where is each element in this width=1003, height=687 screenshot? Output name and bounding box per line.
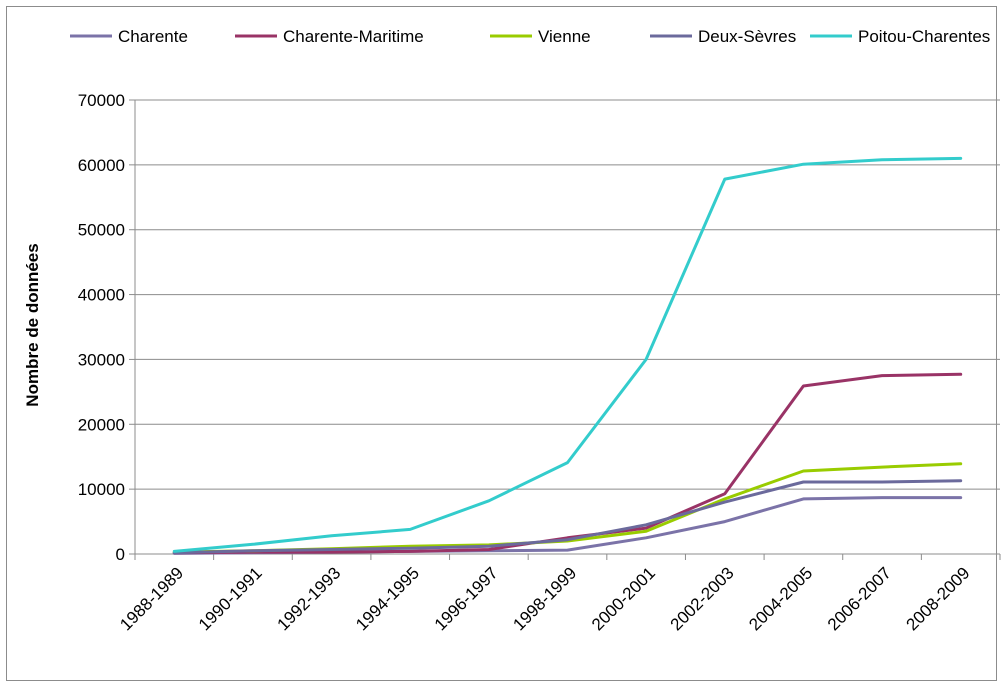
y-tick-label: 0 — [116, 545, 125, 564]
x-tick-label: 1994-1995 — [352, 563, 423, 634]
chart-frame — [6, 6, 997, 681]
y-tick-label: 60000 — [78, 156, 125, 175]
y-tick-label: 40000 — [78, 286, 125, 305]
y-tick-label: 70000 — [78, 91, 125, 110]
legend: Charente Charente-Maritime Vienne Deux-Sèvr… — [70, 27, 990, 46]
series-lines — [172, 156, 963, 555]
series-line-poitou-charentes — [172, 156, 963, 553]
x-tick-label: 2006-2007 — [824, 563, 895, 634]
x-tick-label: 2008-2009 — [903, 563, 974, 634]
series-line-deux-s-vres — [172, 479, 963, 555]
x-tick-label: 1996-1997 — [431, 563, 502, 634]
legend-label: Charente — [118, 27, 188, 46]
x-tick-label: 1988-1989 — [116, 563, 187, 634]
gridlines — [135, 99, 1000, 490]
y-tick-label: 30000 — [78, 350, 125, 369]
y-axis-title: Nombre de données — [23, 243, 42, 406]
y-tick-label: 10000 — [78, 480, 125, 499]
y-tick-label: 50000 — [78, 221, 125, 240]
legend-label: Vienne — [538, 27, 591, 46]
x-tick-label: 1998-1999 — [509, 563, 580, 634]
axes — [129, 99, 1001, 560]
series-line-charente-maritime — [172, 372, 963, 555]
x-tick-label: 2002-2003 — [667, 563, 738, 634]
x-tick-label: 1992-1993 — [273, 563, 344, 634]
series-line-charente — [172, 496, 963, 555]
x-tick-label: 1990-1991 — [195, 563, 266, 634]
legend-label: Charente-Maritime — [283, 27, 424, 46]
legend-label: Deux-Sèvres — [698, 27, 796, 46]
x-tick-label: 2004-2005 — [745, 563, 816, 634]
x-tick-label: 2000-2001 — [588, 563, 659, 634]
y-tick-label: 20000 — [78, 415, 125, 434]
legend-label: Poitou-Charentes — [858, 27, 990, 46]
